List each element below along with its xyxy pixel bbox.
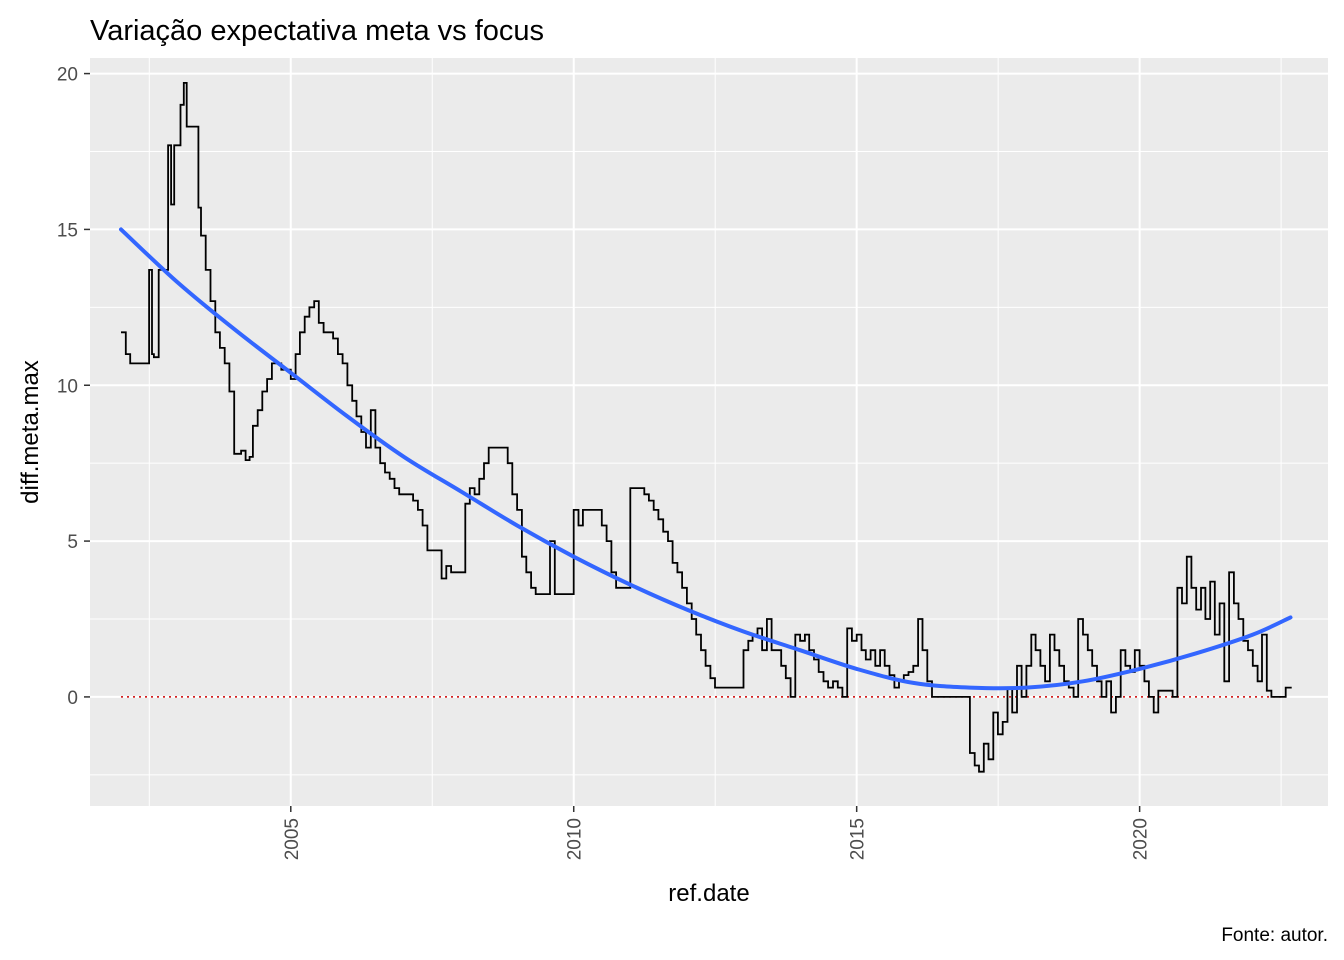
y-tick-label: 20 <box>57 65 78 86</box>
y-axis-title: diff.meta.max <box>17 360 44 504</box>
smooth-layer <box>119 227 1293 691</box>
series-layer <box>121 82 1292 773</box>
x-tick-label: 2010 <box>565 818 586 860</box>
x-tick-label: 2015 <box>848 818 869 860</box>
plot-panel <box>90 58 1328 806</box>
caption: Fonte: autor. <box>1221 925 1328 946</box>
grid-lines <box>90 58 1328 806</box>
y-tick-label: 10 <box>57 376 78 397</box>
y-tick-label: 5 <box>67 532 78 553</box>
chart-title: Variação expectativa meta vs focus <box>90 15 544 47</box>
y-tick-label: 0 <box>67 688 78 709</box>
y-tick-label: 15 <box>57 220 78 241</box>
data-series-line <box>121 82 1292 773</box>
smooth-trend-line <box>119 227 1293 691</box>
axis-layer: 2005 2010 2015 2020 0 5 10 15 20 <box>57 65 1152 861</box>
x-tick-label: 2020 <box>1131 818 1152 860</box>
x-axis-title: ref.date <box>668 880 749 907</box>
x-tick-label: 2005 <box>282 818 303 860</box>
